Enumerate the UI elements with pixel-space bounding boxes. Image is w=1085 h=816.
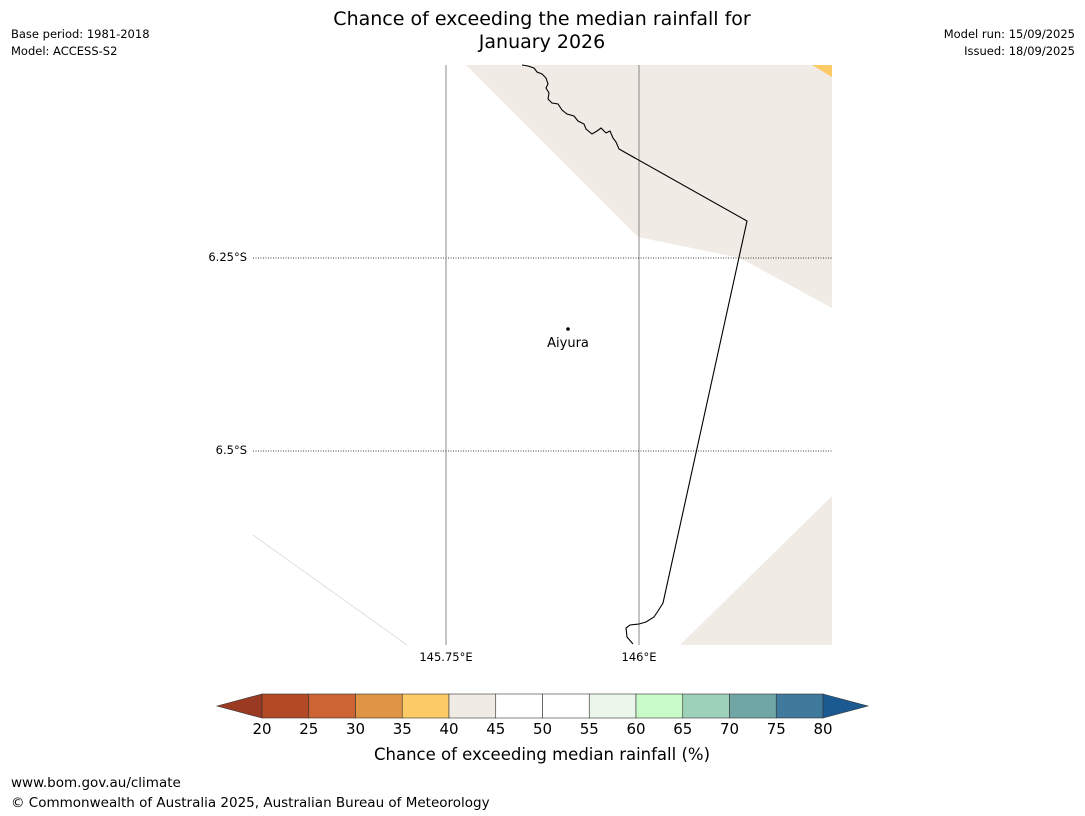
forecast-region-southeast xyxy=(680,496,832,645)
colorbar-tick-label: 65 xyxy=(673,720,693,738)
aiyura-marker xyxy=(566,327,570,331)
colorbar-extend-high xyxy=(822,693,870,719)
colorbar-label: Chance of exceeding median rainfall (%) xyxy=(373,745,711,764)
issued-date: Issued: 18/09/2025 xyxy=(964,44,1075,58)
footer-copyright: © Commonwealth of Australia 2025, Austra… xyxy=(11,795,490,811)
title-line-1: Chance of exceeding the median rainfall … xyxy=(333,8,751,30)
contour-edge-southwest xyxy=(252,534,408,646)
colorbar-segment xyxy=(355,693,403,719)
colorbar-segment xyxy=(495,693,543,719)
forecast-region-north xyxy=(466,65,832,308)
title-line-2: January 2026 xyxy=(478,31,606,53)
colorbar-tick-label: 55 xyxy=(579,720,599,738)
colorbar-segment xyxy=(682,693,730,719)
province-border xyxy=(521,64,748,645)
colorbar-tick-label: 20 xyxy=(252,720,272,738)
lon-label-146: 146°E xyxy=(621,650,657,664)
colorbar-segment xyxy=(542,693,590,719)
colorbar-segment xyxy=(308,693,356,719)
meta-right: Model run: 15/09/2025 Issued: 18/09/2025 xyxy=(944,26,1075,60)
model-name: Model: ACCESS-S2 xyxy=(11,44,118,58)
colorbar-segment xyxy=(588,693,637,719)
colorbar-tick-label: 25 xyxy=(299,720,319,738)
model-run: Model run: 15/09/2025 xyxy=(943,27,1075,41)
forecast-region-northeast-corner xyxy=(812,65,832,77)
colorbar-tick-label: 45 xyxy=(486,720,506,738)
colorbar-segment xyxy=(401,693,450,719)
colorbar-tick-label: 60 xyxy=(626,720,646,738)
base-period: Base period: 1981-2018 xyxy=(11,27,150,41)
colorbar-tick-label: 40 xyxy=(439,720,459,738)
colorbar-tick-label: 75 xyxy=(766,720,786,738)
colorbar-segment xyxy=(729,693,777,719)
chart-title: Chance of exceeding the median rainfall … xyxy=(242,8,842,54)
lat-label-6-5: 6.5°S xyxy=(215,443,247,457)
colorbar-extend-low xyxy=(215,693,263,719)
colorbar-segment xyxy=(775,693,824,719)
colorbar-tick-label: 70 xyxy=(719,720,740,738)
colorbar-tick-label: 35 xyxy=(392,720,412,738)
colorbar-segment xyxy=(448,693,497,719)
place-label-aiyura: Aiyura xyxy=(547,336,589,351)
colorbar-segment xyxy=(635,693,684,719)
meta-left: Base period: 1981-2018 Model: ACCESS-S2 xyxy=(11,26,150,60)
colorbar-tick-label: 50 xyxy=(532,720,553,738)
colorbar-tick-label: 80 xyxy=(813,720,833,738)
lon-label-145-75: 145.75°E xyxy=(419,650,473,664)
colorbar-segment xyxy=(261,693,310,719)
footer-url[interactable]: www.bom.gov.au/climate xyxy=(11,775,181,791)
colorbar-tick-label: 30 xyxy=(345,720,366,738)
lat-label-6-25: 6.25°S xyxy=(208,250,247,264)
